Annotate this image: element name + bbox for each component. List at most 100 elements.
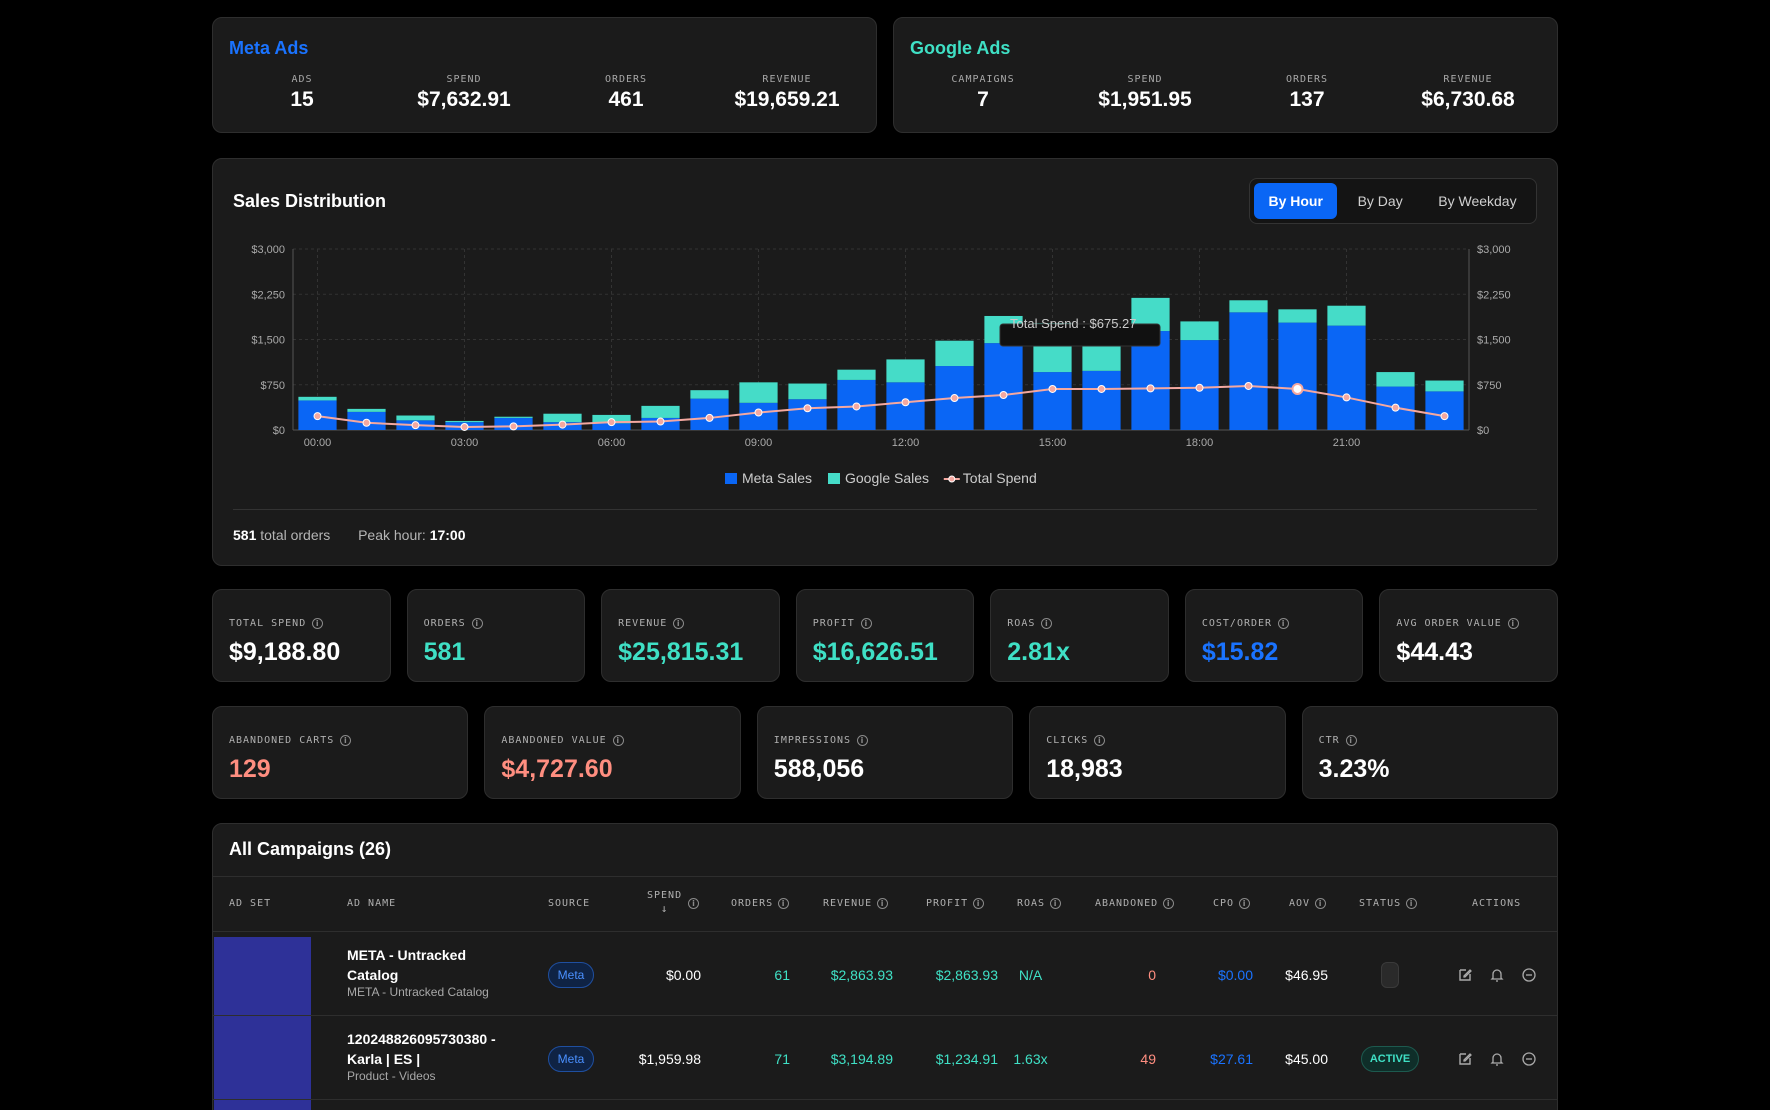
- info-icon[interactable]: i: [1315, 898, 1327, 909]
- kpi-value: $25,815.31: [618, 638, 744, 666]
- bar-google-sales: [690, 390, 729, 399]
- col-roas[interactable]: ROAS i: [1017, 898, 1062, 909]
- kpi-label-text: ROAS: [1007, 618, 1036, 629]
- ad-set-thumbnail[interactable]: [214, 937, 311, 1021]
- ad-name[interactable]: META - Untracked Catalog: [347, 947, 467, 983]
- bar-meta-sales: [1033, 372, 1072, 430]
- kpi-value: $9,188.80: [229, 638, 341, 666]
- info-icon[interactable]: i: [1163, 898, 1175, 909]
- stat-value: $7,632.91: [417, 88, 511, 111]
- chart-footer: 581 total orders Peak hour: 17:00: [233, 527, 466, 543]
- info-icon[interactable]: i: [1239, 898, 1251, 909]
- info-icon[interactable]: i: [1406, 898, 1418, 909]
- col-aov[interactable]: AOV i: [1289, 898, 1327, 909]
- bar-google-sales: [886, 359, 925, 383]
- kpi-label: TOTAL SPEND i: [229, 618, 324, 629]
- info-icon[interactable]: i: [877, 898, 889, 909]
- col-cpo[interactable]: CPO i: [1213, 898, 1251, 909]
- status-badge[interactable]: ACTIVE: [1361, 1046, 1419, 1072]
- col-profit[interactable]: PROFIT i: [926, 898, 985, 909]
- edit-icon[interactable]: [1457, 967, 1473, 983]
- total-spend-point: [901, 398, 910, 407]
- kpi-label-text: CTR: [1318, 735, 1340, 746]
- info-icon[interactable]: i: [860, 618, 872, 629]
- info-icon[interactable]: i: [1094, 735, 1106, 746]
- bar-google-sales: [1278, 309, 1317, 323]
- col-source[interactable]: SOURCE: [548, 898, 591, 909]
- total-spend-point: [1146, 384, 1155, 393]
- kpi-label: ABANDONED CARTS i: [229, 735, 352, 746]
- meta-ads-stat: ADS 15: [227, 74, 377, 112]
- chart-tooltip: [999, 323, 1161, 347]
- y-tick-label-right: $1,500: [1477, 335, 1511, 347]
- bar-meta-sales: [1327, 325, 1366, 430]
- col-revenue[interactable]: REVENUE i: [823, 898, 889, 909]
- tab-by-day[interactable]: By Day: [1357, 193, 1403, 209]
- kpi-label: REVENUE i: [618, 618, 685, 629]
- col-ad-name[interactable]: AD NAME: [347, 898, 397, 909]
- total-orders-text: total orders: [260, 527, 331, 543]
- kpi-label-text: PROFIT: [812, 618, 855, 629]
- kpi-value: 18,983: [1046, 755, 1123, 783]
- ad-name[interactable]: 120248826095730380 - Karla | ES |: [347, 1031, 496, 1067]
- kpi-card: ABANDONED CARTS i 129: [212, 706, 469, 799]
- total-spend-point: [1048, 384, 1057, 393]
- status-badge[interactable]: [1381, 962, 1399, 988]
- sort-down-icon: ↓: [660, 902, 669, 915]
- orders-cell: 71: [774, 1051, 790, 1067]
- total-spend-point: [1195, 383, 1204, 392]
- info-icon[interactable]: i: [1278, 618, 1290, 629]
- kpi-card: COST/ORDER i $15.82: [1184, 589, 1364, 682]
- sales-distribution-card: Sales Distribution By Hour By Day By Wee…: [212, 158, 1558, 566]
- profit-cell: $2,863.93: [935, 967, 998, 983]
- y-tick-label-right: $750: [1477, 380, 1501, 392]
- info-icon[interactable]: i: [688, 898, 699, 909]
- peak-hour-value: 17:00: [429, 527, 466, 543]
- info-icon[interactable]: i: [857, 735, 869, 746]
- stat-value: 137: [1289, 88, 1325, 111]
- minus-circle-icon[interactable]: [1521, 1051, 1537, 1067]
- legend-label: Meta Sales: [742, 470, 812, 486]
- ad-set-thumbnail[interactable]: [214, 1021, 311, 1110]
- tab-by-hour[interactable]: By Hour: [1254, 183, 1338, 219]
- kpi-label: ORDERS i: [424, 618, 483, 629]
- bell-icon[interactable]: [1489, 1051, 1505, 1067]
- col-ad-set[interactable]: AD SET: [229, 898, 272, 909]
- kpi-value: 588,056: [773, 755, 865, 783]
- kpi-value: 2.81x: [1007, 638, 1070, 666]
- bar-google-sales: [788, 383, 827, 400]
- info-icon[interactable]: i: [778, 898, 790, 909]
- info-icon[interactable]: i: [471, 618, 483, 629]
- info-icon[interactable]: i: [973, 898, 985, 909]
- y-tick-label-right: $3,000: [1477, 244, 1511, 256]
- kpi-value: 581: [423, 638, 466, 666]
- col-status[interactable]: STATUS i: [1359, 898, 1418, 909]
- chart-title: Sales Distribution: [233, 191, 387, 211]
- info-icon[interactable]: i: [612, 735, 624, 746]
- stat-value: 15: [290, 88, 314, 111]
- kpi-card: ABANDONED VALUE i $4,727.60: [484, 706, 741, 799]
- kpi-label-text: COST/ORDER: [1201, 618, 1273, 629]
- campaigns-table-card: All Campaigns (26) AD SET AD NAME SOURCE…: [212, 823, 1558, 1110]
- col-orders[interactable]: ORDERS i: [731, 898, 790, 909]
- tab-by-weekday[interactable]: By Weekday: [1438, 193, 1517, 209]
- minus-circle-icon[interactable]: [1521, 967, 1537, 983]
- col-abandoned[interactable]: ABANDONED i: [1095, 898, 1175, 909]
- x-tick-label: 00:00: [304, 437, 332, 449]
- info-icon[interactable]: i: [340, 735, 352, 746]
- col-spend[interactable]: SPEND ↓: [647, 890, 682, 915]
- x-tick-label: 09:00: [745, 437, 773, 449]
- bar-meta-sales: [788, 399, 827, 430]
- bar-google-sales: [396, 415, 435, 421]
- info-icon[interactable]: i: [312, 618, 324, 629]
- info-icon[interactable]: i: [1041, 618, 1053, 629]
- total-spend-point: [656, 417, 665, 426]
- info-icon[interactable]: i: [673, 618, 685, 629]
- col-spend-label: SPEND: [647, 890, 683, 901]
- info-icon[interactable]: i: [1507, 618, 1519, 629]
- x-tick-label: 06:00: [598, 437, 626, 449]
- edit-icon[interactable]: [1457, 1051, 1473, 1067]
- bell-icon[interactable]: [1489, 967, 1505, 983]
- info-icon[interactable]: i: [1345, 735, 1357, 746]
- info-icon[interactable]: i: [1050, 898, 1062, 909]
